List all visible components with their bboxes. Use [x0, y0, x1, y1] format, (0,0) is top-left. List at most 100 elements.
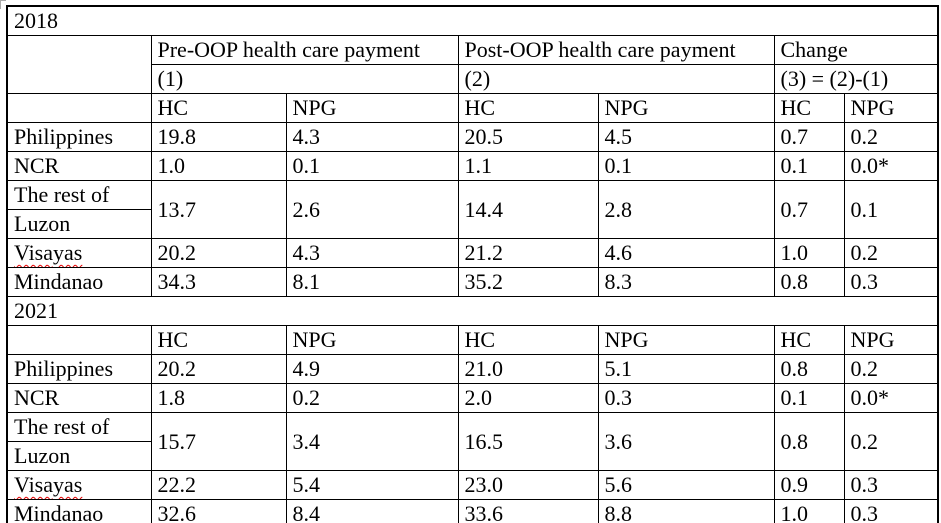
pre-npg-value: 8.1: [285, 267, 459, 297]
change-npg-header: NPG: [843, 325, 939, 355]
post-hc-header: HC: [457, 325, 599, 355]
row-label-cell: The rest of: [6, 412, 152, 442]
row-label-cell: Mindanao: [6, 267, 152, 297]
data-row-2021-philippines: Philippines 20.2 4.9 21.0 5.1 0.8 0.2: [6, 354, 939, 384]
post-npg-value: 0.1: [597, 151, 775, 181]
data-row-2021-mindanao: Mindanao 32.6 8.4 33.6 8.8 1.0 0.3: [6, 499, 939, 523]
post-npg-value: 4.5: [597, 122, 775, 152]
change-hc-value: 0.8: [773, 267, 845, 297]
data-row-2021-visayas: Visayas 22.2 5.4 23.0 5.6 0.9 0.3: [6, 470, 939, 500]
pre-hc-header: HC: [150, 93, 287, 123]
empty-label-cell: [6, 93, 152, 123]
pre-npg-value: 8.4: [285, 499, 459, 523]
post-hc-value: 21.2: [457, 238, 599, 268]
change-npg-value: 0.2: [843, 238, 939, 268]
change-hc-header: HC: [773, 93, 845, 123]
change-subheader: (3) = (2)-(1): [773, 64, 939, 94]
pre-npg-value: 5.4: [285, 470, 459, 500]
change-npg-value: 0.3: [843, 470, 939, 500]
group-header-row: Pre-OOP health care payment Post-OOP hea…: [6, 35, 939, 94]
change-hc-value: 0.9: [773, 470, 845, 500]
change-hc-value: 0.7: [773, 122, 845, 152]
change-npg-value: 0.0*: [843, 151, 939, 181]
change-hc-value: 1.0: [773, 499, 845, 523]
pre-hc-value: 1.0: [150, 151, 287, 181]
pre-hc-value: 20.2: [150, 238, 287, 268]
post-hc-header: HC: [457, 93, 599, 123]
row-label-cell: Philippines: [6, 122, 152, 152]
pre-hc-value: 20.2: [150, 354, 287, 384]
row-label-cell: The rest of: [6, 180, 152, 210]
metric-header-row-2021: HC NPG HC NPG HC NPG: [6, 325, 939, 355]
change-npg-value: 0.0*: [843, 383, 939, 413]
change-hc-value: 0.1: [773, 151, 845, 181]
table-move-handle-fragment: [0, 0, 6, 9]
pre-hc-value: 13.7: [150, 180, 287, 239]
post-npg-value: 5.6: [597, 470, 775, 500]
post-hc-value: 14.4: [457, 180, 599, 239]
change-hc-value: 0.1: [773, 383, 845, 413]
data-row-2018-visayas: Visayas 20.2 4.3 21.2 4.6 1.0 0.2: [6, 238, 939, 268]
data-row-2018-philippines: Philippines 19.8 4.3 20.5 4.5 0.7 0.2: [6, 122, 939, 152]
change-npg-value: 0.2: [843, 122, 939, 152]
post-npg-value: 0.3: [597, 383, 775, 413]
pre-hc-header: HC: [150, 325, 287, 355]
row-label-cell: Visayas: [6, 238, 152, 268]
data-row-2018-ncr: NCR 1.0 0.1 1.1 0.1 0.1 0.0*: [6, 151, 939, 181]
data-row-2021-rest-of-luzon-line1: The rest of 15.7 3.4 16.5 3.6 0.8 0.2: [6, 412, 939, 471]
pre-hc-value: 1.8: [150, 383, 287, 413]
pre-oop-group-header: Pre-OOP health care payment: [150, 35, 459, 65]
row-label-cell: Visayas: [6, 470, 152, 500]
pre-hc-value: 15.7: [150, 412, 287, 471]
post-npg-value: 8.8: [597, 499, 775, 523]
pre-hc-value: 22.2: [150, 470, 287, 500]
empty-label-cell: [6, 325, 152, 355]
pre-hc-value: 34.3: [150, 267, 287, 297]
pre-npg-value: 4.3: [285, 238, 459, 268]
post-hc-value: 2.0: [457, 383, 599, 413]
change-npg-value: 0.3: [843, 499, 939, 523]
row-label-cell: Luzon: [6, 209, 152, 239]
row-label-spellchecked: Visayas: [14, 240, 83, 265]
post-hc-value: 21.0: [457, 354, 599, 384]
change-npg-value: 0.2: [843, 412, 939, 471]
pre-npg-value: 3.4: [285, 412, 459, 471]
change-npg-header: NPG: [843, 93, 939, 123]
year-2021-cell: 2021: [6, 296, 939, 326]
pre-npg-value: 0.1: [285, 151, 459, 181]
row-label-cell: Mindanao: [6, 499, 152, 523]
year-2018-cell: 2018: [6, 5, 939, 36]
post-oop-subheader: (2): [457, 64, 775, 94]
post-npg-value: 2.8: [597, 180, 775, 239]
oop-payment-table: 2018 Pre-OOP health care payment Post-OO…: [6, 5, 940, 523]
group-subheader-row: (1) (2) (3) = (2)-(1): [7, 64, 939, 94]
pre-hc-value: 19.8: [150, 122, 287, 152]
post-npg-value: 5.1: [597, 354, 775, 384]
post-oop-group-header: Post-OOP health care payment: [457, 35, 775, 65]
post-hc-value: 20.5: [457, 122, 599, 152]
pre-hc-value: 32.6: [150, 499, 287, 523]
data-row-2018-mindanao: Mindanao 34.3 8.1 35.2 8.3 0.8 0.3: [6, 267, 939, 297]
change-group-header: Change: [773, 35, 939, 65]
data-row-2021-rest-of-luzon-line2: Luzon: [6, 441, 938, 471]
change-hc-value: 0.8: [773, 354, 845, 384]
post-npg-value: 8.3: [597, 267, 775, 297]
post-npg-header: NPG: [597, 93, 775, 123]
row-label-cell: NCR: [6, 151, 152, 181]
pre-npg-value: 4.3: [285, 122, 459, 152]
pre-npg-value: 0.2: [285, 383, 459, 413]
row-label-cell: Philippines: [6, 354, 152, 384]
post-hc-value: 23.0: [457, 470, 599, 500]
post-hc-value: 33.6: [457, 499, 599, 523]
post-npg-value: 4.6: [597, 238, 775, 268]
change-npg-value: 0.1: [843, 180, 939, 239]
year-row-2018: 2018: [6, 5, 939, 36]
change-hc-value: 1.0: [773, 238, 845, 268]
post-hc-value: 35.2: [457, 267, 599, 297]
pre-npg-value: 2.6: [285, 180, 459, 239]
pre-oop-subheader: (1): [150, 64, 459, 94]
change-npg-value: 0.2: [843, 354, 939, 384]
pre-npg-header: NPG: [285, 93, 459, 123]
post-hc-value: 1.1: [457, 151, 599, 181]
